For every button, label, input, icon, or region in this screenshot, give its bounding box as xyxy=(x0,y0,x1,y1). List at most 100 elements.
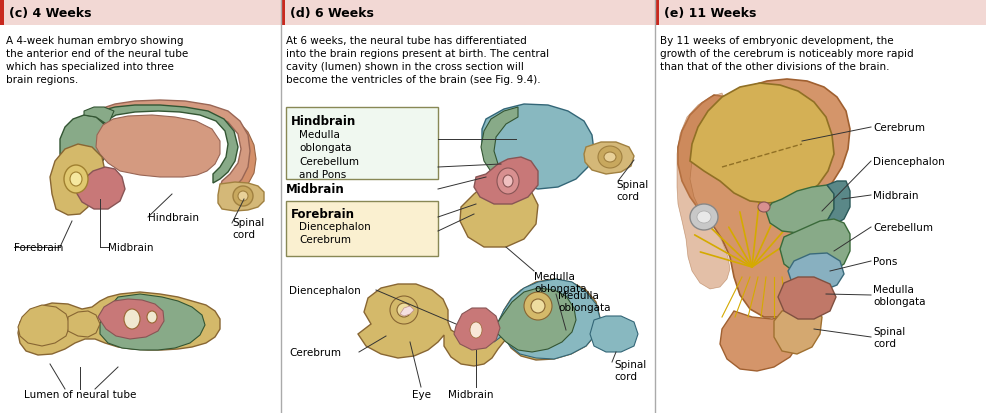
Text: Spinal: Spinal xyxy=(232,218,264,228)
Text: Medulla: Medulla xyxy=(299,130,340,140)
Polygon shape xyxy=(766,185,834,233)
Text: At 6 weeks, the neural tube has differentiated: At 6 weeks, the neural tube has differen… xyxy=(286,36,527,46)
Text: oblongata: oblongata xyxy=(534,283,587,293)
Polygon shape xyxy=(482,105,594,190)
Ellipse shape xyxy=(238,192,248,202)
Text: A 4-week human embryo showing: A 4-week human embryo showing xyxy=(6,36,183,46)
Text: Eye: Eye xyxy=(411,389,431,399)
Polygon shape xyxy=(778,277,836,319)
Text: the anterior end of the neural tube: the anterior end of the neural tube xyxy=(6,49,188,59)
Polygon shape xyxy=(780,219,850,277)
Ellipse shape xyxy=(690,204,718,230)
Text: Lumen of neural tube: Lumen of neural tube xyxy=(24,389,136,399)
Ellipse shape xyxy=(531,299,545,313)
Polygon shape xyxy=(494,288,576,352)
Text: cavity (lumen) shown in the cross section will: cavity (lumen) shown in the cross sectio… xyxy=(286,62,524,72)
Text: oblongata: oblongata xyxy=(558,302,610,312)
Polygon shape xyxy=(827,182,850,225)
Polygon shape xyxy=(494,279,600,359)
Text: Spinal: Spinal xyxy=(616,180,648,190)
Text: Cerebrum: Cerebrum xyxy=(289,347,341,357)
Polygon shape xyxy=(80,106,238,183)
Text: Medulla: Medulla xyxy=(534,271,575,281)
Text: Cerebellum: Cerebellum xyxy=(299,157,359,166)
Ellipse shape xyxy=(604,153,616,163)
Text: Medulla: Medulla xyxy=(558,290,599,300)
Polygon shape xyxy=(98,299,164,339)
Ellipse shape xyxy=(64,166,88,194)
Bar xyxy=(0,0,281,26)
Bar xyxy=(655,0,986,26)
Text: (e) 11 Weeks: (e) 11 Weeks xyxy=(664,7,756,19)
Text: which has specialized into three: which has specialized into three xyxy=(6,62,174,72)
Ellipse shape xyxy=(470,322,482,338)
Ellipse shape xyxy=(598,147,622,169)
Text: Medulla
oblongata: Medulla oblongata xyxy=(873,285,926,306)
Polygon shape xyxy=(218,183,264,211)
Polygon shape xyxy=(100,294,205,350)
Polygon shape xyxy=(358,279,600,366)
Text: Spinal
cord: Spinal cord xyxy=(873,326,905,348)
Polygon shape xyxy=(678,80,850,317)
Text: cord: cord xyxy=(232,230,255,240)
Text: Cerebrum: Cerebrum xyxy=(873,123,925,133)
Polygon shape xyxy=(677,94,730,289)
Ellipse shape xyxy=(503,176,513,188)
Polygon shape xyxy=(100,101,250,195)
Polygon shape xyxy=(590,316,638,352)
Text: Forebrain: Forebrain xyxy=(14,242,63,252)
Polygon shape xyxy=(68,311,100,337)
Text: (c) 4 Weeks: (c) 4 Weeks xyxy=(9,7,92,19)
Text: brain regions.: brain regions. xyxy=(6,75,78,85)
Text: Pons: Pons xyxy=(873,256,897,266)
Text: Cerebrum: Cerebrum xyxy=(299,235,351,244)
Ellipse shape xyxy=(397,303,411,317)
Polygon shape xyxy=(18,305,70,346)
Text: Midbrain: Midbrain xyxy=(449,389,494,399)
Polygon shape xyxy=(400,306,414,316)
Text: than that of the other divisions of the brain.: than that of the other divisions of the … xyxy=(660,62,889,72)
Polygon shape xyxy=(84,108,114,126)
Polygon shape xyxy=(720,307,810,371)
Ellipse shape xyxy=(147,311,157,323)
Polygon shape xyxy=(481,108,518,182)
Ellipse shape xyxy=(70,173,82,187)
Polygon shape xyxy=(460,180,538,247)
Polygon shape xyxy=(60,116,110,185)
Text: Midbrain: Midbrain xyxy=(873,190,919,201)
Text: cord: cord xyxy=(614,371,637,381)
Ellipse shape xyxy=(497,169,519,195)
Ellipse shape xyxy=(758,202,770,212)
Polygon shape xyxy=(774,307,822,354)
Text: become the ventricles of the brain (see Fig. 9.4).: become the ventricles of the brain (see … xyxy=(286,75,540,85)
Ellipse shape xyxy=(524,292,552,320)
Text: cord: cord xyxy=(616,192,639,202)
Text: Hindbrain: Hindbrain xyxy=(291,115,356,128)
Text: (d) 6 Weeks: (d) 6 Weeks xyxy=(290,7,374,19)
Text: Hindbrain: Hindbrain xyxy=(148,212,199,223)
Polygon shape xyxy=(690,84,834,204)
Polygon shape xyxy=(788,254,844,291)
Text: and Pons: and Pons xyxy=(299,170,346,180)
Text: Diencephalon: Diencephalon xyxy=(873,157,945,166)
Ellipse shape xyxy=(233,187,253,206)
Polygon shape xyxy=(454,308,500,350)
Text: into the brain regions present at birth. The central: into the brain regions present at birth.… xyxy=(286,49,549,59)
Ellipse shape xyxy=(390,296,418,324)
Text: Cerebellum: Cerebellum xyxy=(873,223,933,233)
Polygon shape xyxy=(96,116,220,178)
Bar xyxy=(286,202,438,256)
Polygon shape xyxy=(50,145,105,216)
Text: Midbrain: Midbrain xyxy=(108,242,154,252)
Polygon shape xyxy=(18,292,220,355)
Bar xyxy=(0,0,4,26)
Text: Forebrain: Forebrain xyxy=(291,207,355,221)
Text: Diencephalon: Diencephalon xyxy=(299,221,371,231)
Bar xyxy=(286,108,438,180)
Text: Diencephalon: Diencephalon xyxy=(289,285,361,295)
Text: Spinal: Spinal xyxy=(614,359,646,369)
Polygon shape xyxy=(584,142,634,175)
Bar xyxy=(281,0,655,26)
Text: oblongata: oblongata xyxy=(299,142,351,153)
Text: By 11 weeks of embryonic development, the: By 11 weeks of embryonic development, th… xyxy=(660,36,893,46)
